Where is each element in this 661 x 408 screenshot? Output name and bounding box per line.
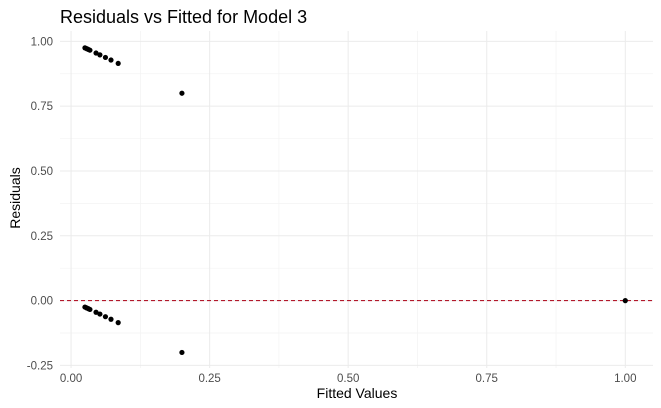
grid-layer — [60, 31, 653, 368]
data-point — [622, 298, 628, 304]
y-tick-label: 0.25 — [31, 231, 53, 243]
y-axis-title: Residuals — [7, 167, 23, 228]
y-tick-label: 1.00 — [31, 36, 53, 48]
data-point — [93, 309, 99, 315]
data-point — [87, 47, 93, 53]
y-tick-label: -0.25 — [27, 360, 53, 372]
data-point — [179, 90, 185, 96]
data-point — [93, 50, 99, 56]
x-tick-label: 0.25 — [198, 373, 220, 385]
data-point — [108, 316, 114, 322]
data-point — [115, 60, 121, 67]
x-tick-label: 1.00 — [614, 373, 636, 385]
points-layer — [82, 45, 628, 356]
data-point — [108, 57, 114, 63]
data-point — [102, 314, 109, 320]
x-axis-title: Fitted Values — [317, 385, 398, 401]
data-point — [97, 311, 103, 317]
data-point — [115, 320, 121, 326]
tick-labels-layer: 0.00 0.25 0.50 0.75 1.00 -0.25 0.00 0.25 0.50 0.7… — [27, 36, 637, 385]
y-tick-label: 0.50 — [31, 166, 53, 178]
data-point — [102, 54, 109, 61]
chart-title: Residuals vs Fitted for Model 3 — [60, 7, 307, 27]
y-tick-label: 0.75 — [31, 101, 53, 113]
y-tick-label: 0.00 — [31, 296, 53, 308]
data-point — [97, 52, 103, 58]
x-tick-label: 0.50 — [337, 373, 359, 385]
data-point — [179, 349, 185, 356]
x-tick-label: 0.75 — [476, 373, 498, 385]
x-tick-label: 0.00 — [60, 373, 82, 385]
data-point — [87, 306, 93, 313]
